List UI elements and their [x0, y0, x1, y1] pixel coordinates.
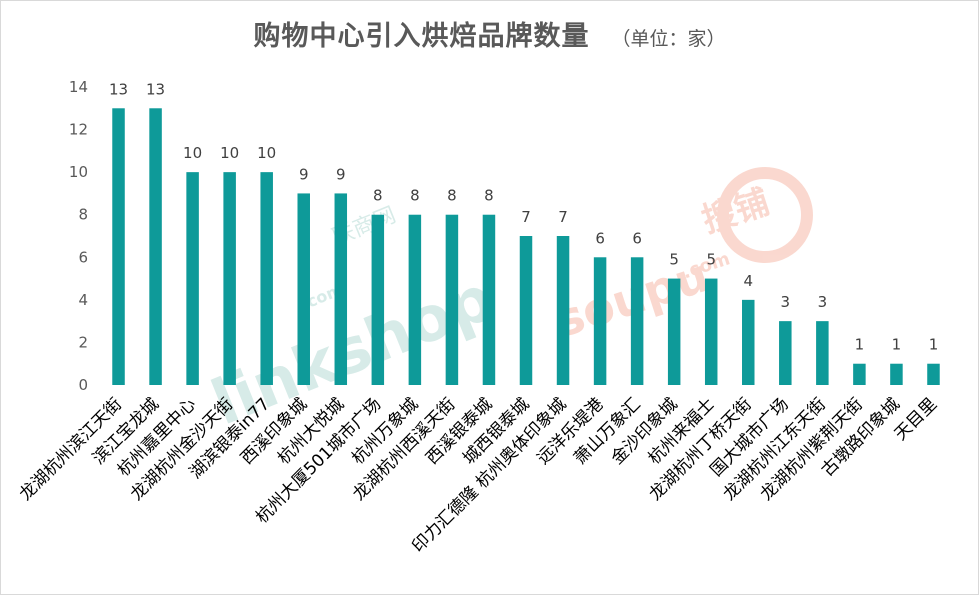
- data-label: 10: [257, 144, 276, 162]
- data-label: 8: [410, 187, 420, 205]
- bar: [704, 278, 718, 385]
- bar: [408, 214, 422, 385]
- y-tick-label: 14: [69, 78, 88, 96]
- data-labels: 13 13 10 10 10 9 9 8 8 8 8 7 7 6 6 5 5 4 3 3 1 1 1: [109, 80, 938, 353]
- y-axis: 0 2 4 6 8 10 12 14: [69, 78, 88, 394]
- bar: [556, 236, 570, 385]
- y-tick-label: 6: [78, 248, 88, 266]
- data-label: 10: [183, 144, 202, 162]
- bar: [149, 108, 162, 386]
- x-axis-categories: 龙湖杭州滨江天街滨江宝龙城杭州嘉里中心龙湖杭州金沙天街湖滨银泰in77西溪印象城…: [16, 394, 941, 556]
- data-label: 5: [669, 251, 679, 269]
- data-label: 1: [892, 336, 902, 354]
- x-tick-label: 天目里: [891, 394, 941, 444]
- bar: [371, 214, 385, 385]
- soupu-watermark-cn: 搜铺: [697, 182, 774, 241]
- bar: [779, 321, 792, 385]
- bar: [593, 257, 607, 385]
- y-tick-label: 2: [78, 333, 88, 351]
- bar: [112, 108, 125, 386]
- bar: [223, 172, 236, 385]
- y-tick-label: 4: [78, 291, 88, 309]
- bar: [519, 236, 533, 385]
- data-label: 4: [743, 272, 753, 290]
- chart-title: 购物中心引入烘焙品牌数量: [253, 21, 590, 52]
- data-label: 6: [632, 229, 642, 247]
- bar: [742, 299, 755, 385]
- bar: [260, 172, 273, 385]
- bar: [853, 363, 866, 385]
- bar: [445, 214, 459, 385]
- data-label: 6: [595, 229, 605, 247]
- data-label: 8: [373, 187, 383, 205]
- data-label: 9: [299, 165, 309, 183]
- chart-title-row: 购物中心引入烘焙品牌数量 （单位：家）: [0, 14, 979, 62]
- bar: [186, 172, 199, 385]
- data-label: 10: [220, 144, 239, 162]
- data-label: 13: [146, 80, 165, 98]
- data-label: 7: [558, 208, 568, 226]
- data-label: 8: [484, 187, 494, 205]
- bar: [297, 193, 310, 385]
- y-tick-label: 0: [78, 376, 88, 394]
- bar: [630, 257, 644, 385]
- data-label: 13: [109, 80, 128, 98]
- y-tick-label: 10: [69, 163, 88, 181]
- data-label: 1: [855, 336, 865, 354]
- data-label: 5: [706, 251, 716, 269]
- bar: [890, 363, 903, 385]
- data-label: 9: [336, 165, 346, 183]
- bar: [667, 278, 681, 385]
- data-label: 7: [521, 208, 531, 226]
- soupu-watermark-ring: [717, 167, 813, 263]
- bar-series: [112, 108, 940, 386]
- bar: [482, 214, 496, 385]
- data-label: 3: [818, 293, 828, 311]
- data-label: 3: [781, 293, 791, 311]
- data-label: 1: [929, 336, 939, 354]
- bar: [927, 363, 940, 385]
- y-tick-label: 8: [78, 206, 88, 224]
- data-label: 8: [447, 187, 457, 205]
- y-tick-label: 12: [69, 121, 88, 139]
- bar: [334, 193, 348, 385]
- bar: [816, 321, 829, 385]
- chart-unit-label: （单位：家）: [611, 28, 726, 50]
